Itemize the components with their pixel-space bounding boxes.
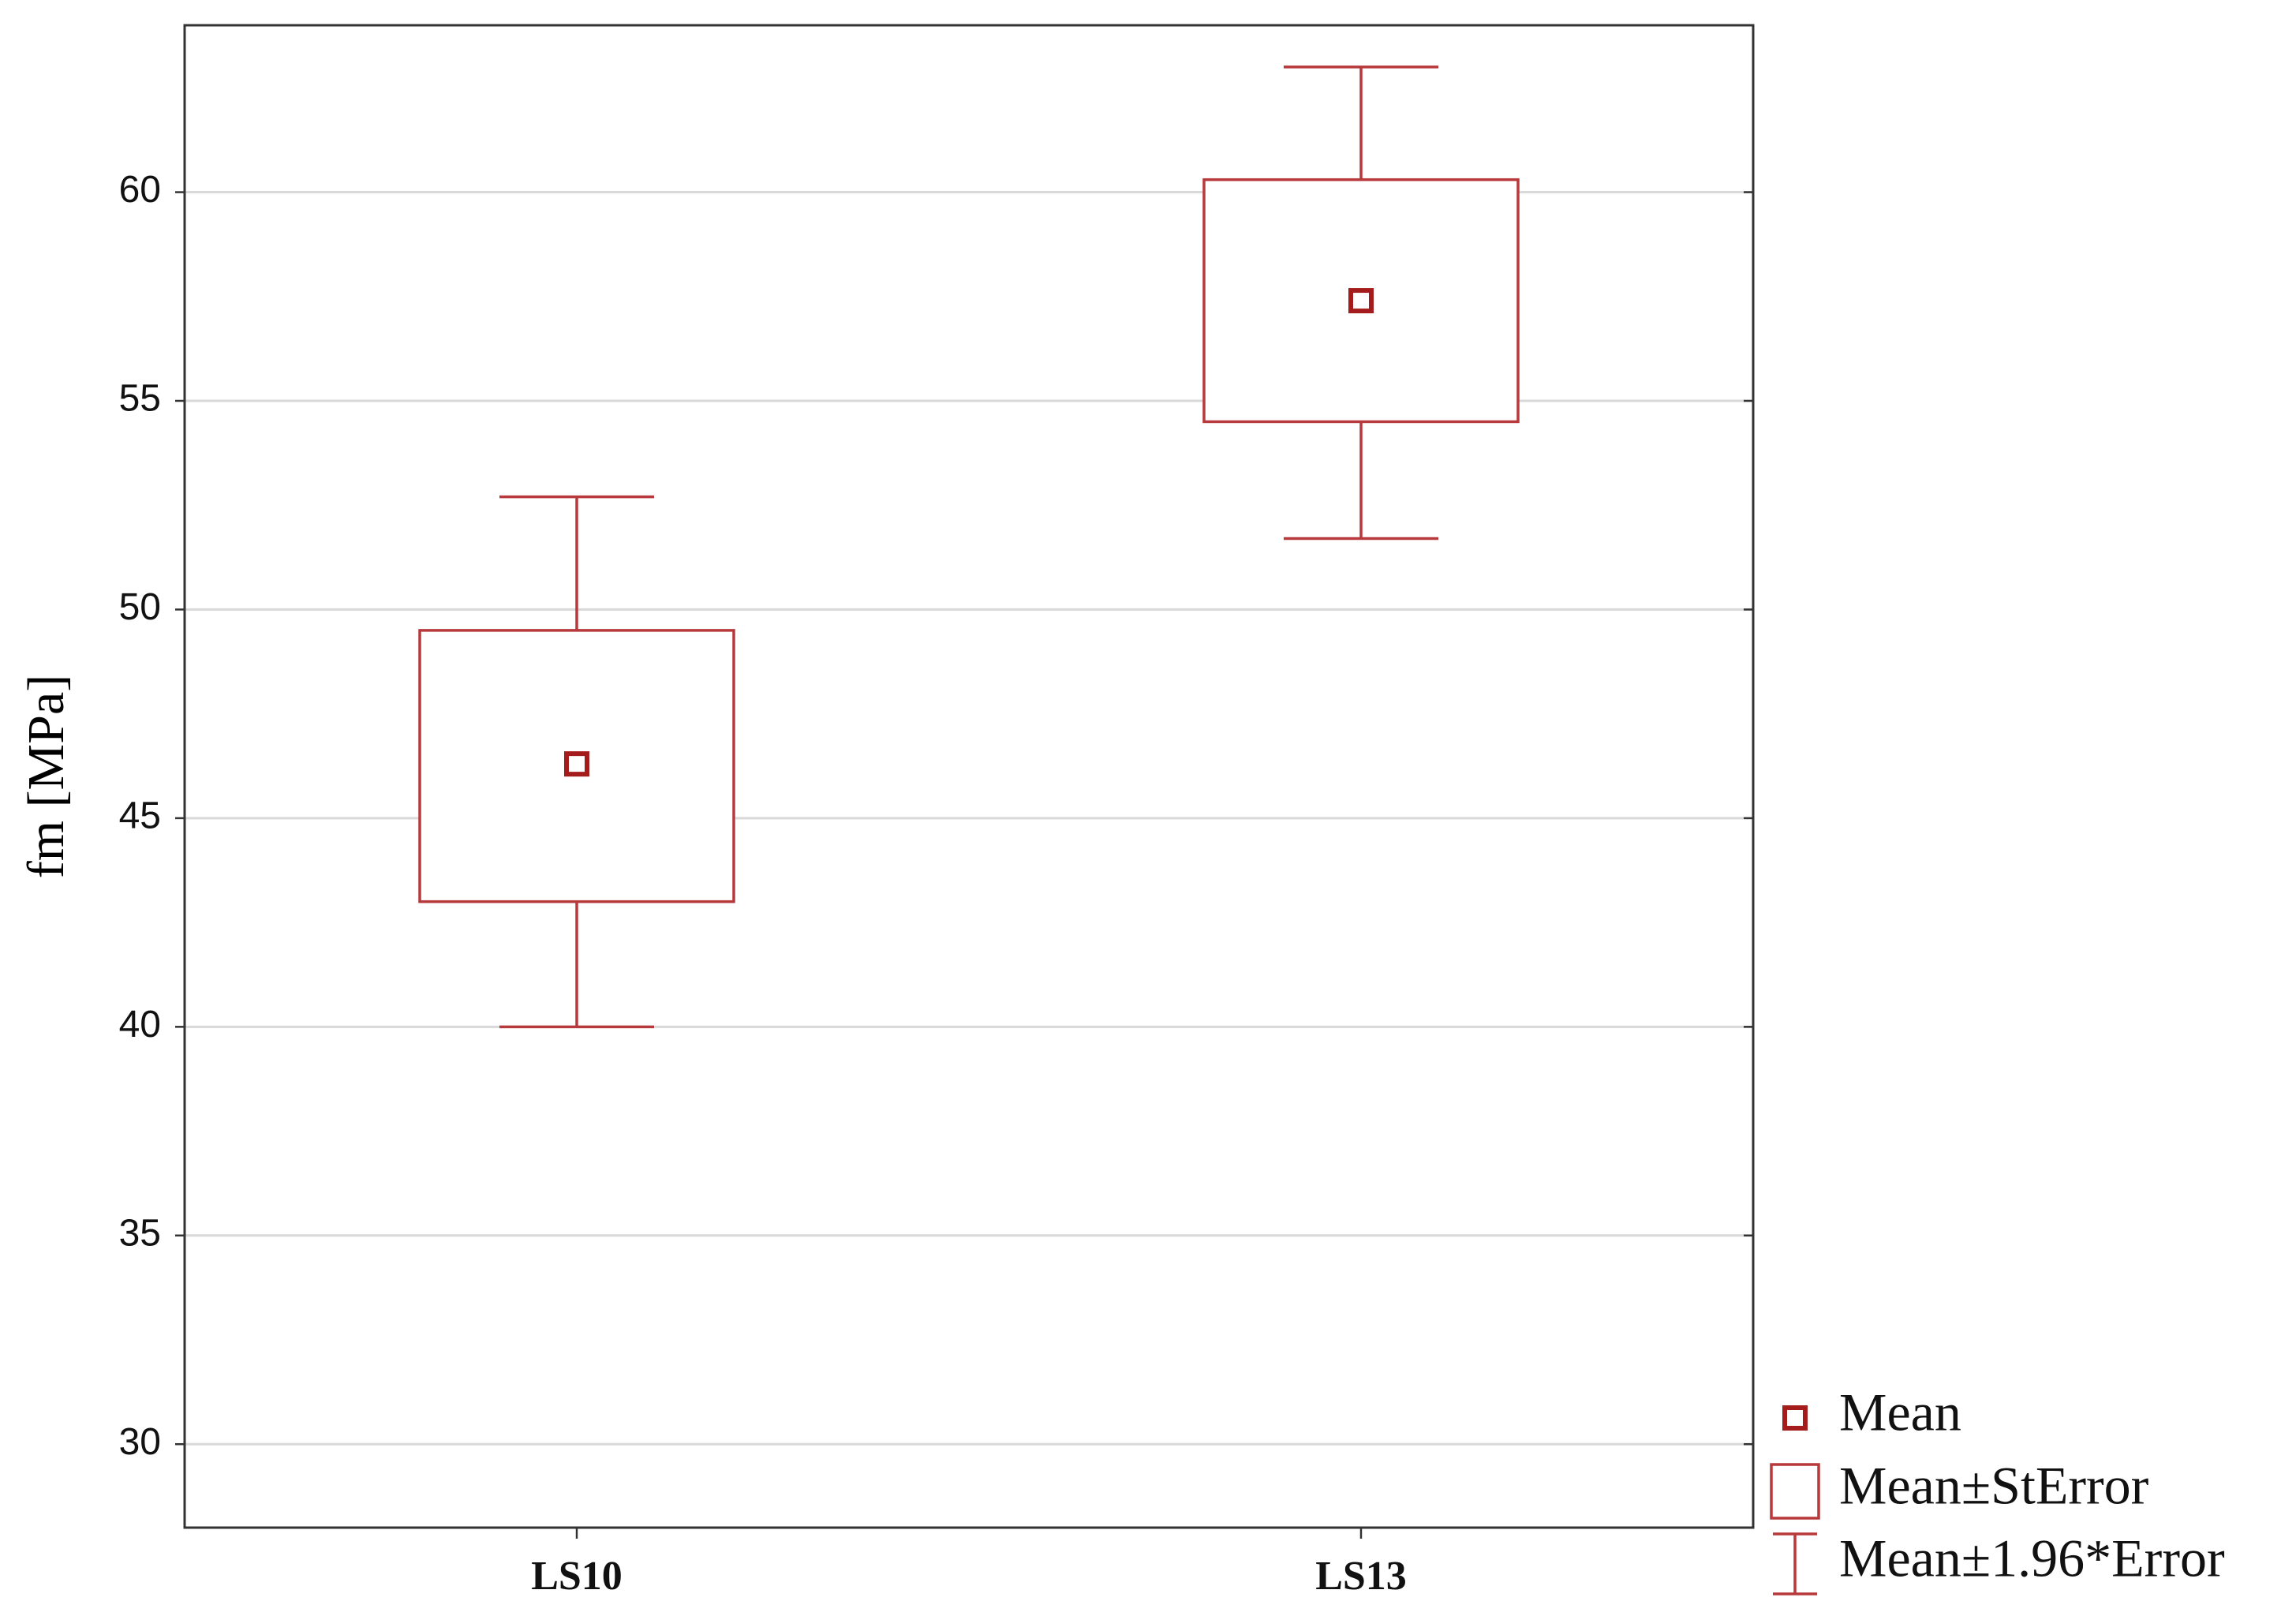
legend-label: Mean bbox=[1839, 1382, 1961, 1442]
mean-marker bbox=[564, 751, 589, 777]
y-tick-label: 40 bbox=[119, 1004, 161, 1046]
legend-label: Mean±1.96*Error bbox=[1839, 1528, 2225, 1588]
y-tick-label: 50 bbox=[119, 586, 161, 628]
x-tick-label: LS10 bbox=[531, 1554, 623, 1599]
legend-label: Mean±StError bbox=[1839, 1456, 2149, 1516]
y-tick-label: 55 bbox=[119, 378, 161, 420]
y-tick-label: 60 bbox=[119, 169, 161, 211]
plot-frame bbox=[183, 24, 1755, 1529]
y-axis-label: fm [MPa] bbox=[17, 675, 75, 878]
x-tick-label: LS13 bbox=[1315, 1554, 1407, 1599]
legend-mean-icon bbox=[1782, 1405, 1808, 1431]
y-tick-label: 45 bbox=[119, 795, 161, 837]
y-tick-label: 35 bbox=[119, 1212, 161, 1254]
mean-marker bbox=[1348, 288, 1374, 314]
legend-box-icon bbox=[1770, 1463, 1820, 1520]
y-tick-label: 30 bbox=[119, 1421, 161, 1463]
